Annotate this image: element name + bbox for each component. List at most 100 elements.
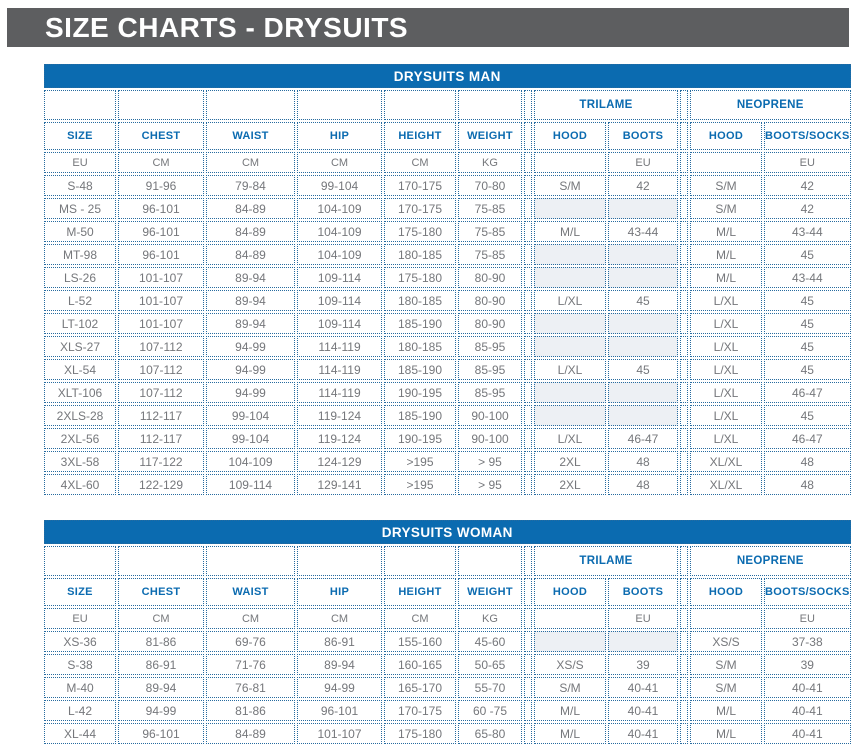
data-cell: L/XL [690,313,762,334]
data-cell: LS-26 [44,267,116,288]
data-cell: > 95 [458,474,522,495]
data-cell: 91-96 [118,175,204,196]
data-cell: 107-112 [118,382,204,403]
data-cell: 122-129 [118,474,204,495]
data-cell: 45 [764,290,851,311]
data-cell: 45 [608,359,678,380]
group-empty-cell [118,546,204,576]
column-header: WEIGHT [458,122,522,150]
column-gap [680,654,688,675]
column-gap [524,700,532,721]
data-cell: S/M [690,175,762,196]
data-cell: M-40 [44,677,116,698]
data-cell: 96-101 [118,198,204,219]
data-cell: M-50 [44,221,116,242]
data-cell: 107-112 [118,336,204,357]
data-cell: 104-109 [297,221,382,242]
data-cell: 42 [764,198,851,219]
data-cell: 45 [764,405,851,426]
unit-cell [534,152,606,173]
data-cell [608,244,678,265]
data-cell: M/L [690,267,762,288]
data-cell: 160-165 [384,654,456,675]
unit-cell: EU [608,152,678,173]
data-cell: 114-119 [297,336,382,357]
column-gap [680,405,688,426]
data-cell: 81-86 [118,631,204,652]
column-gap [524,608,532,629]
data-cell: 119-124 [297,405,382,426]
data-cell: M/L [690,221,762,242]
data-cell: 109-114 [297,313,382,334]
column-header: HIP [297,122,382,150]
data-cell: 114-119 [297,382,382,403]
column-gap [680,290,688,311]
column-gap [524,198,532,219]
data-cell: 99-104 [206,428,295,449]
data-cell: XL/XL [690,474,762,495]
column-gap [680,578,688,606]
size-chart-man: DRYSUITS MAN TRILAME NEOPRENE SIZE CHEST WAIS… [42,62,856,497]
data-cell: 3XL-58 [44,451,116,472]
column-header: HEIGHT [384,122,456,150]
data-cell: 37-38 [764,631,851,652]
group-empty-cell [297,90,382,120]
table-row: 2XL-56 112-117 99-104 119-124 190-195 90-100 L… [44,428,851,449]
data-cell: 84-89 [206,221,295,242]
data-cell: 190-195 [384,428,456,449]
table-row: XL-54 107-112 94-99 114-119 185-190 85-95 L/XL… [44,359,851,380]
data-cell: 45 [764,359,851,380]
data-cell [608,336,678,357]
column-gap [680,382,688,403]
unit-cell: EU [44,608,116,629]
data-cell: M/L [690,700,762,721]
data-cell: M/L [534,723,606,744]
unit-cell: CM [384,608,456,629]
unit-cell: CM [206,608,295,629]
group-empty-cell [458,90,522,120]
column-header: BOOTS/SOCKS [764,578,851,606]
data-cell: 40-41 [764,723,851,744]
data-cell: 79-84 [206,175,295,196]
column-header: BOOTS [608,578,678,606]
data-cell: XLS-27 [44,336,116,357]
column-gap [524,631,532,652]
data-cell: XLT-106 [44,382,116,403]
data-cell: 112-117 [118,405,204,426]
unit-row: EU CM CM CM CM KG EU EU [44,152,851,173]
drysuits-woman-table: DRYSUITS WOMAN TRILAME NEOPRENE SIZE CHEST WA… [42,518,853,746]
data-cell: L/XL [690,405,762,426]
data-cell: 90-100 [458,428,522,449]
data-cell: L/XL [534,290,606,311]
table-row: XLS-27 107-112 94-99 114-119 180-185 85-95 L/X… [44,336,851,357]
page-title: SIZE CHARTS - DRYSUITS [45,11,409,43]
data-cell [534,267,606,288]
data-cell: 2XL [534,451,606,472]
data-cell: 185-190 [384,405,456,426]
data-cell: LT-102 [44,313,116,334]
data-cell: 94-99 [206,359,295,380]
data-cell: 2XLS-28 [44,405,116,426]
column-gap [680,723,688,744]
column-gap [524,359,532,380]
column-gap [680,198,688,219]
column-header: HEIGHT [384,578,456,606]
data-cell: 45 [764,336,851,357]
table-row: L-42 94-99 81-86 96-101 170-175 60 -75 M/L 40-4… [44,700,851,721]
data-cell: 85-95 [458,336,522,357]
group-empty-cell [118,90,204,120]
data-cell [534,198,606,219]
data-cell: L/XL [690,428,762,449]
data-cell: 94-99 [297,677,382,698]
column-gap [680,175,688,196]
data-cell: 43-44 [764,267,851,288]
table-row: 4XL-60 122-129 109-114 129-141 >195 > 95 2XL 48… [44,474,851,495]
column-gap [680,546,688,576]
group-empty-cell [384,90,456,120]
data-cell: 46-47 [608,428,678,449]
data-cell: 112-117 [118,428,204,449]
data-cell: 48 [764,451,851,472]
unit-cell: CM [206,152,295,173]
column-gap [524,677,532,698]
table-row: MT-98 96-101 84-89 104-109 180-185 75-85 M/L 45 [44,244,851,265]
